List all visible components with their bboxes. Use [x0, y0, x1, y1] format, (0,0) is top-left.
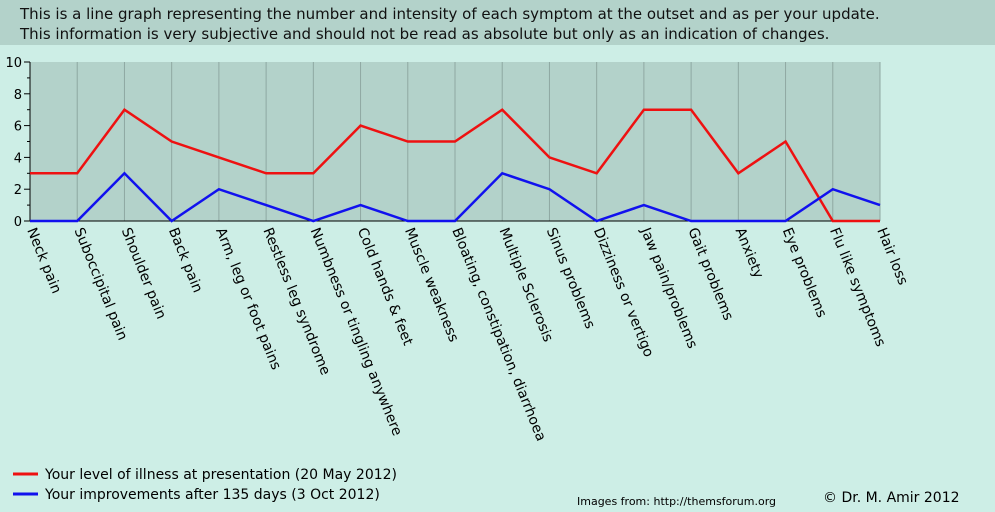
category-label-3: Back pain [165, 226, 206, 296]
category-label-16: Eye problems [779, 226, 830, 320]
series-line-0 [30, 107, 880, 223]
category-label-2: Shoulder pain [118, 226, 169, 322]
header-line-1: This is a line graph representing the nu… [20, 5, 880, 23]
legend-label-presentation: Your level of illness at presentation (2… [44, 467, 397, 483]
series-line-1 [30, 171, 881, 223]
category-label-9: Bloating, constipation, diarrhoea [448, 226, 549, 444]
chart-header: This is a line graph representing the nu… [0, 0, 995, 45]
series-lines [30, 107, 881, 223]
copyright: © Dr. M. Amir 2012 [823, 490, 960, 506]
category-label-6: Numbness or tingling anywhere [307, 226, 405, 439]
vertical-gridlines [76, 62, 881, 221]
category-label-18: Hair loss [873, 226, 910, 288]
y-ticks: 0 2 4 6 8 10 [5, 56, 30, 230]
y-tick-label-2: 2 [14, 183, 22, 198]
category-label-11: Sinus problems [543, 226, 598, 332]
image-credit: Images from: http://themsforum.org [577, 495, 776, 508]
header-line-2: This information is very subjective and … [20, 25, 830, 43]
category-label-14: Gait problems [684, 226, 736, 323]
y-tick-label-6: 6 [14, 120, 22, 135]
y-tick-label-0: 0 [14, 215, 22, 230]
category-label-15: Anxiety [732, 226, 767, 281]
legend: Your level of illness at presentation (2… [13, 467, 397, 503]
legend-label-improvements: Your improvements after 135 days (3 Oct … [44, 487, 380, 503]
category-label-0: Neck pain [23, 226, 64, 297]
category-label-1: Suboccipital pain [71, 226, 131, 343]
y-tick-label-4: 4 [14, 151, 22, 166]
y-tick-label-10: 10 [5, 56, 22, 71]
y-tick-label-8: 8 [14, 88, 22, 103]
